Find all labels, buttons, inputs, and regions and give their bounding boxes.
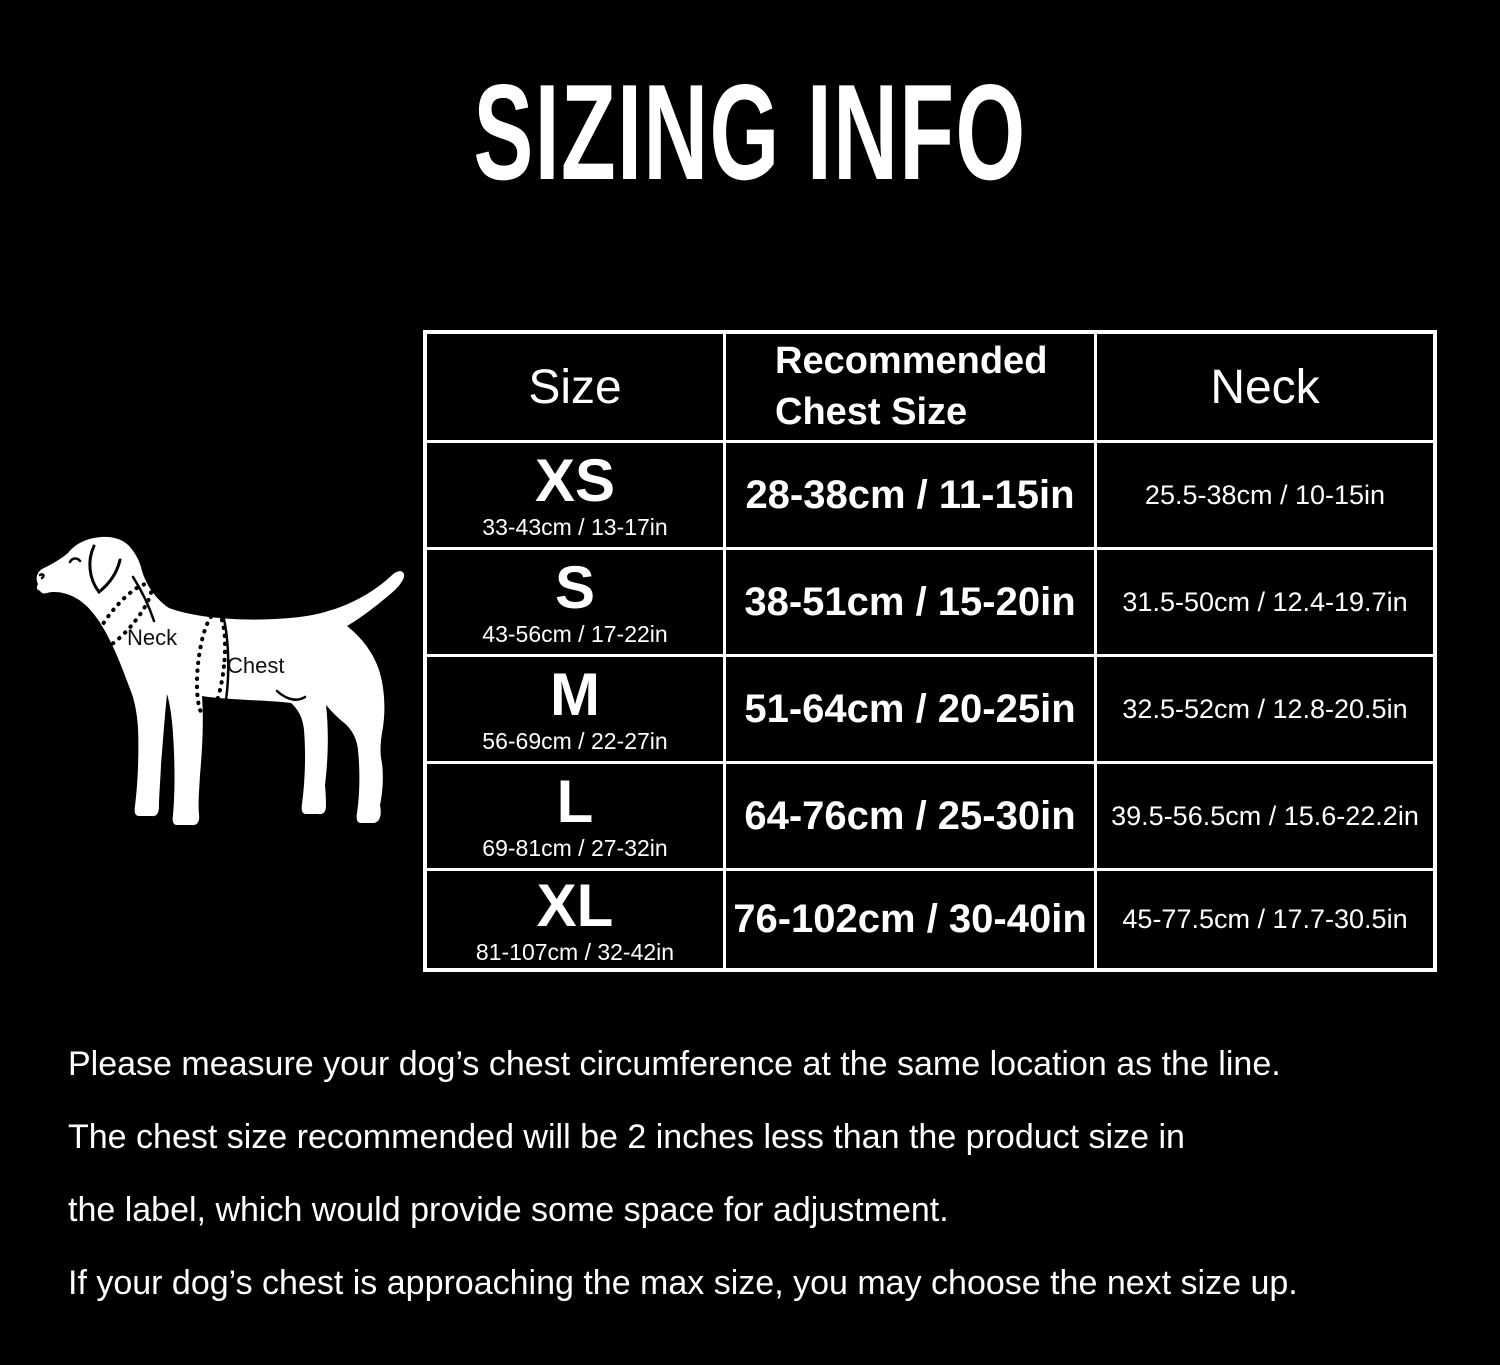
- dog-ear-line: [88, 544, 122, 595]
- neck-line-solid: [131, 575, 156, 623]
- dog-mouth-line: [36, 589, 65, 603]
- table-row-m-chest-cell: 51-64cm / 20-25in: [726, 657, 1094, 761]
- dog-eye-line: [68, 557, 82, 564]
- sizing-table: Size Recommended Chest Size Neck XS 33-4…: [423, 330, 1437, 972]
- dog-nostril-line: [38, 573, 45, 580]
- size-sub-label: 56-69cm / 22-27in: [482, 728, 668, 755]
- header-cell-chest: Recommended Chest Size: [726, 334, 1094, 440]
- table-row-l-size-cell: L 69-81cm / 27-32in: [427, 764, 723, 868]
- chest-label: Chest: [227, 653, 284, 678]
- size-sub-label: 43-56cm / 17-22in: [482, 621, 668, 648]
- neck-value: 25.5-38cm / 10-15in: [1144, 479, 1386, 510]
- page-title-wrap: SIZING INFO: [0, 64, 1500, 200]
- header-cell-size: Size: [427, 334, 723, 440]
- size-sub-label: 69-81cm / 27-32in: [482, 835, 668, 862]
- size-sub-label: 33-43cm / 13-17in: [482, 514, 668, 541]
- note-line: If your dog’s chest is approaching the m…: [68, 1264, 1298, 1302]
- note-line: Please measure your dog’s chest circumfe…: [68, 1045, 1281, 1083]
- header-size-label: Size: [528, 360, 622, 414]
- chest-value: 64-76cm / 25-30in: [744, 793, 1076, 838]
- table-row-xs-chest-cell: 28-38cm / 11-15in: [726, 443, 1094, 547]
- page-title: SIZING INFO: [473, 56, 1027, 208]
- header-neck-label: Neck: [1210, 360, 1320, 414]
- table-row-xs-neck-cell: 25.5-38cm / 10-15in: [1097, 443, 1433, 547]
- chest-measure-dotted-line: [194, 611, 228, 719]
- table-row-l-neck-cell: 39.5-56.5cm / 15.6-22.2in: [1097, 764, 1433, 868]
- dog-silhouette-icon: Neck Chest: [36, 536, 405, 826]
- table-row-xl-neck-cell: 45-77.5cm / 17.7-30.5in: [1097, 871, 1433, 968]
- table-row-xl-chest-cell: 76-102cm / 30-40in: [726, 871, 1094, 968]
- measurement-notes: Please measure your dog’s chest circumfe…: [68, 1028, 1298, 1320]
- chest-value: 76-102cm / 30-40in: [733, 897, 1087, 941]
- table-row-xl-size-cell: XL 81-107cm / 32-42in: [427, 871, 723, 968]
- table-row-xs-size-cell: XS 33-43cm / 13-17in: [427, 443, 723, 547]
- table-row-s-size-cell: S 43-56cm / 17-22in: [427, 550, 723, 654]
- neck-value: 31.5-50cm / 12.4-19.7in: [1122, 586, 1408, 617]
- table-row-l-chest-cell: 64-76cm / 25-30in: [726, 764, 1094, 868]
- note-line: The chest size recommended will be 2 inc…: [68, 1118, 1185, 1156]
- chest-value: 28-38cm / 11-15in: [745, 472, 1075, 517]
- neck-value: 45-77.5cm / 17.7-30.5in: [1122, 904, 1408, 934]
- dog-thigh-line: [275, 689, 307, 701]
- table-row-m-neck-cell: 32.5-52cm / 12.8-20.5in: [1097, 657, 1433, 761]
- table-row-m-size-cell: M 56-69cm / 22-27in: [427, 657, 723, 761]
- chest-line-solid: [221, 613, 230, 717]
- neck-measure-dotted-line: [92, 581, 154, 653]
- chest-value: 38-51cm / 15-20in: [744, 579, 1076, 624]
- size-letter: XL: [536, 871, 614, 939]
- note-line: the label, which would provide some spac…: [68, 1191, 949, 1229]
- table-row-s-chest-cell: 38-51cm / 15-20in: [726, 550, 1094, 654]
- size-letter: S: [554, 554, 596, 622]
- table-row-s-neck-cell: 31.5-50cm / 12.4-19.7in: [1097, 550, 1433, 654]
- size-sub-label: 81-107cm / 32-42in: [475, 938, 675, 965]
- dog-diagram: Neck Chest: [30, 535, 415, 840]
- neck-label: Neck: [127, 625, 178, 650]
- header-chest-label: Recommended Chest Size: [775, 339, 1048, 433]
- chest-value: 51-64cm / 20-25in: [744, 686, 1076, 731]
- size-letter: L: [556, 768, 594, 836]
- neck-value: 39.5-56.5cm / 15.6-22.2in: [1111, 800, 1419, 831]
- size-letter: M: [550, 661, 600, 729]
- size-letter: XS: [534, 447, 616, 515]
- neck-value: 32.5-52cm / 12.8-20.5in: [1122, 693, 1408, 724]
- header-cell-neck: Neck: [1097, 334, 1433, 440]
